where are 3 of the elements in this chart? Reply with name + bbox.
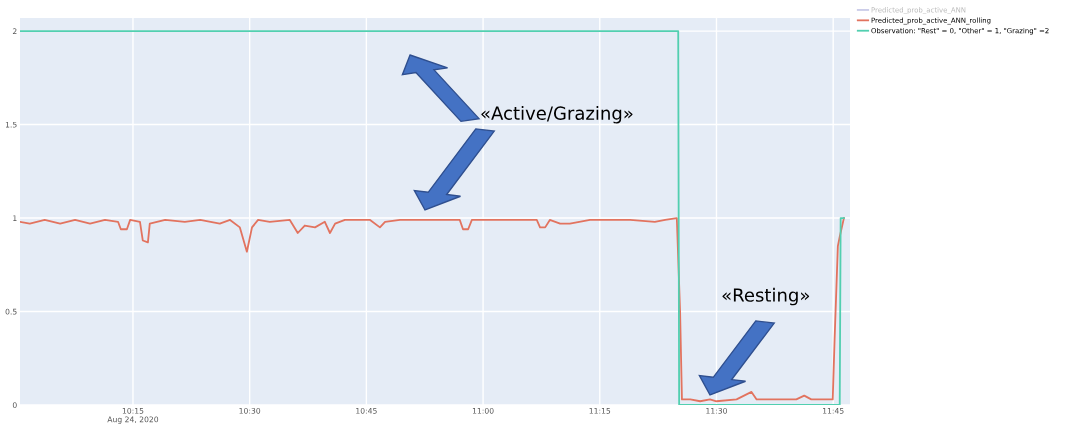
annotation: «Resting» <box>722 287 810 306</box>
line-series <box>20 217 845 403</box>
annotation: «Active/Grazing» <box>481 106 633 124</box>
